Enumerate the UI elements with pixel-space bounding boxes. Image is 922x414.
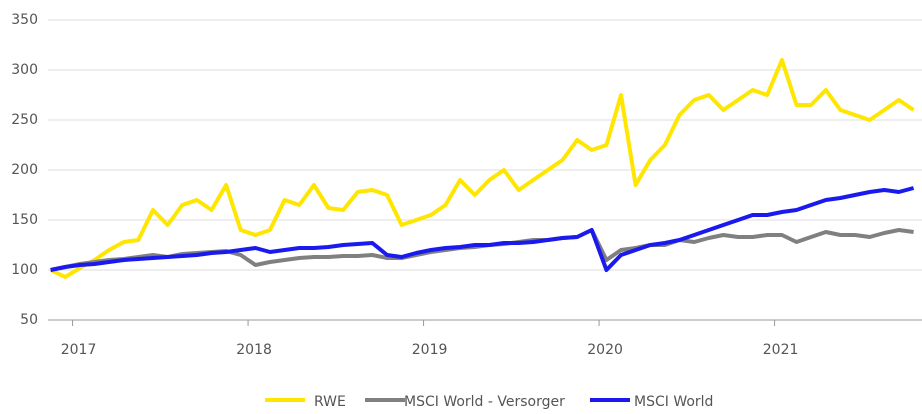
y-tick-label: 350 xyxy=(11,12,38,28)
x-tick-label: 2020 xyxy=(587,342,623,358)
series-line xyxy=(50,186,915,272)
y-tick-label: 100 xyxy=(11,262,38,278)
y-tick-label: 50 xyxy=(20,312,38,328)
x-tick-label: 2021 xyxy=(763,342,799,358)
x-tick-label: 2019 xyxy=(412,342,448,358)
series-line xyxy=(50,228,914,272)
x-tick-label: 2018 xyxy=(236,342,272,358)
x-tick-label: 2017 xyxy=(61,342,97,358)
y-tick-label: 200 xyxy=(11,162,38,178)
legend-label: MSCI World - Versorger xyxy=(404,394,565,410)
y-tick-label: 300 xyxy=(11,62,38,78)
series-line xyxy=(49,58,915,279)
y-tick-label: 250 xyxy=(11,112,38,128)
y-tick-label: 150 xyxy=(11,212,38,228)
legend-label: MSCI World xyxy=(634,394,713,410)
legend-label: RWE xyxy=(314,394,346,410)
